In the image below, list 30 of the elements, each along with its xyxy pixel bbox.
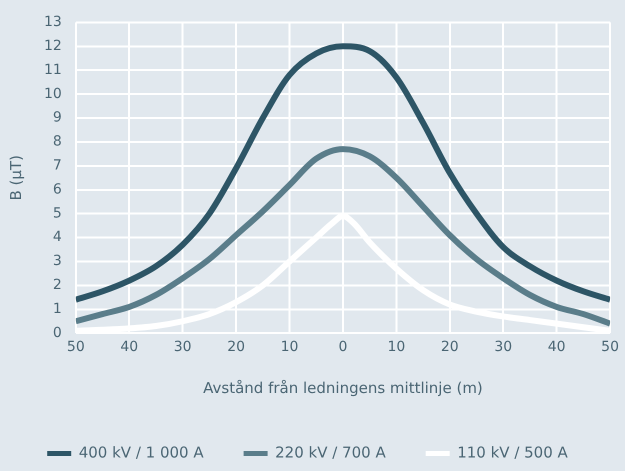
x-tick-label: 20 bbox=[227, 339, 246, 356]
y-tick-label: 11 bbox=[44, 62, 62, 78]
x-tick-label: 10 bbox=[280, 339, 298, 356]
y-tick-label: 8 bbox=[52, 134, 62, 150]
y-tick-label: 5 bbox=[52, 205, 62, 222]
x-tick-label: 50 bbox=[66, 339, 85, 356]
x-tick-label: 50 bbox=[601, 339, 620, 356]
y-tick-label: 10 bbox=[44, 86, 62, 102]
y-tick-label: 1 bbox=[52, 300, 62, 317]
legend-label: 220 kV / 700 A bbox=[275, 443, 386, 462]
y-tick-label: 7 bbox=[52, 157, 62, 174]
y-tick-label: 9 bbox=[52, 110, 62, 126]
legend-label: 110 kV / 500 A bbox=[457, 443, 569, 462]
y-tick-label: 13 bbox=[44, 14, 62, 30]
legend-label: 400 kV / 1 000 A bbox=[78, 443, 204, 462]
x-tick-label: 0 bbox=[338, 339, 348, 356]
y-tick-label: 2 bbox=[52, 277, 62, 294]
x-tick-label: 10 bbox=[387, 339, 406, 356]
y-tick-label: 0 bbox=[52, 324, 62, 341]
x-tick-label: 30 bbox=[174, 339, 192, 356]
x-axis-title: Avstånd från ledningens mittlinje (m) bbox=[203, 378, 483, 397]
y-tick-label: 12 bbox=[44, 38, 62, 54]
x-tick-label: 20 bbox=[440, 339, 459, 356]
y-tick-label: 3 bbox=[52, 253, 62, 270]
x-tick-label: 40 bbox=[548, 339, 566, 356]
y-tick-label: 4 bbox=[52, 229, 62, 246]
x-tick-label: 30 bbox=[494, 339, 512, 356]
x-tick-label: 40 bbox=[120, 339, 138, 356]
y-tick-label: 6 bbox=[52, 181, 62, 198]
y-axis-title: B (µT) bbox=[6, 155, 25, 201]
